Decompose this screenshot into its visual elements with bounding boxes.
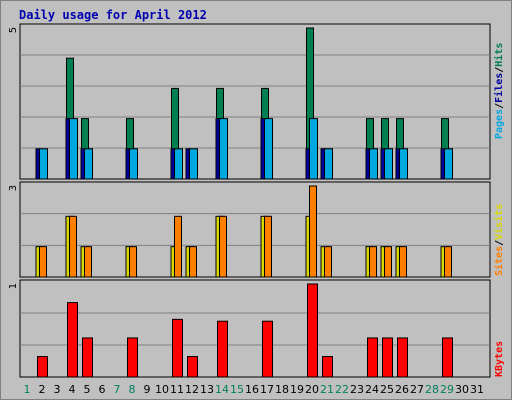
sites-bar <box>189 246 197 278</box>
chart-bars <box>35 27 453 378</box>
x-tick-label: 6 <box>99 383 106 396</box>
kbytes-bar <box>397 337 408 378</box>
kbytes-bar <box>127 337 138 378</box>
x-tick-label: 21 <box>320 383 334 396</box>
legend-separator: / <box>494 67 505 73</box>
x-tick-label: 8 <box>129 383 136 396</box>
x-tick-label: 26 <box>395 383 409 396</box>
files-bar <box>264 118 273 180</box>
legend-pages: Pages <box>494 109 505 139</box>
files-bar <box>309 118 318 180</box>
sites-bar <box>369 246 377 278</box>
panel-border <box>19 23 491 180</box>
right-legend: Sites/Visits <box>493 204 505 276</box>
x-tick-label: 31 <box>470 383 484 396</box>
x-tick-label: 13 <box>200 383 214 396</box>
legend-visits: Visits <box>493 204 505 240</box>
right-legend: Pages/Files/Hits <box>493 43 505 139</box>
files-bar <box>219 118 228 180</box>
kbytes-bar <box>322 356 333 378</box>
x-tick-label: 3 <box>54 383 61 396</box>
sites-bar <box>174 215 182 278</box>
x-tick-label: 10 <box>155 383 169 396</box>
panel-border <box>19 279 491 378</box>
files-bar <box>444 148 453 180</box>
sites-bar <box>219 215 227 278</box>
files-bar <box>174 148 183 180</box>
y-axis-max-labels: 5 3 1 <box>8 27 19 289</box>
files-bar <box>324 148 333 180</box>
x-axis-labels: 1 2 3 4 5 6 7 8 9 10 11 12 13 14 15 16 17 18 19 20 21 22 23 24 2… <box>24 383 485 396</box>
kbytes-bar <box>37 356 48 378</box>
x-tick-label: 18 <box>275 383 289 396</box>
kbytes-bar <box>217 320 228 378</box>
files-bar <box>369 148 378 180</box>
x-tick-label: 4 <box>69 383 76 396</box>
x-tick-label: 20 <box>305 383 319 396</box>
legend-files: Files <box>493 73 505 103</box>
x-tick-label: 7 <box>114 383 121 396</box>
sites-bar <box>264 215 272 278</box>
x-tick-label: 29 <box>440 383 454 396</box>
kbytes-bar <box>172 318 183 378</box>
chart-title: Daily usage for April 2012 <box>19 8 207 22</box>
legend-separator: / <box>494 103 505 109</box>
files-bar <box>129 148 138 180</box>
sites-bar <box>324 246 332 278</box>
x-tick-label: 5 <box>84 383 91 396</box>
x-tick-label: 15 <box>230 383 244 396</box>
y-max-label: 5 <box>8 27 19 33</box>
y-max-label: 3 <box>8 185 19 191</box>
files-bar <box>84 148 93 180</box>
sites-bar <box>69 215 77 278</box>
x-tick-label: 22 <box>335 383 349 396</box>
sites-bar <box>309 185 317 278</box>
files-bar <box>399 148 408 180</box>
x-tick-label: 19 <box>290 383 304 396</box>
kbytes-bar <box>367 337 378 378</box>
files-bar <box>39 148 48 180</box>
x-tick-label: 17 <box>260 383 274 396</box>
x-tick-label: 24 <box>365 383 379 396</box>
files-bar <box>384 148 393 180</box>
legend-hits: Hits <box>493 43 505 67</box>
right-legend: KBytes <box>494 341 505 377</box>
kbytes-bar <box>82 337 93 378</box>
panel-border <box>19 181 491 278</box>
x-tick-label: 16 <box>245 383 259 396</box>
x-tick-label: 9 <box>144 383 151 396</box>
x-tick-label: 14 <box>215 383 229 396</box>
sites-bar <box>444 246 452 278</box>
x-tick-label: 1 <box>24 383 31 396</box>
kbytes-bar <box>307 283 318 378</box>
sites-bar <box>399 246 407 278</box>
sites-bar <box>39 246 47 278</box>
kbytes-bar <box>442 337 453 378</box>
legend-separator: / <box>494 240 505 246</box>
sites-bar <box>84 246 92 278</box>
kbytes-bar <box>187 356 198 378</box>
sites-bar <box>384 246 392 278</box>
kbytes-bar <box>262 320 273 378</box>
legend-kbytes: KBytes <box>494 341 505 377</box>
x-tick-label: 11 <box>170 383 184 396</box>
x-tick-label: 28 <box>425 383 439 396</box>
x-tick-label: 27 <box>410 383 424 396</box>
kbytes-bar <box>67 302 78 378</box>
x-tick-label: 12 <box>185 383 199 396</box>
x-tick-label: 30 <box>455 383 469 396</box>
sites-bar <box>129 246 137 278</box>
y-max-label: 1 <box>8 283 19 289</box>
x-tick-label: 23 <box>350 383 364 396</box>
files-bar <box>69 118 78 180</box>
files-bar <box>189 148 198 180</box>
x-tick-label: 25 <box>380 383 394 396</box>
chart-panels <box>19 23 491 378</box>
kbytes-bar <box>382 337 393 378</box>
x-tick-label: 2 <box>39 383 46 396</box>
legend-sites: Sites <box>493 246 505 276</box>
